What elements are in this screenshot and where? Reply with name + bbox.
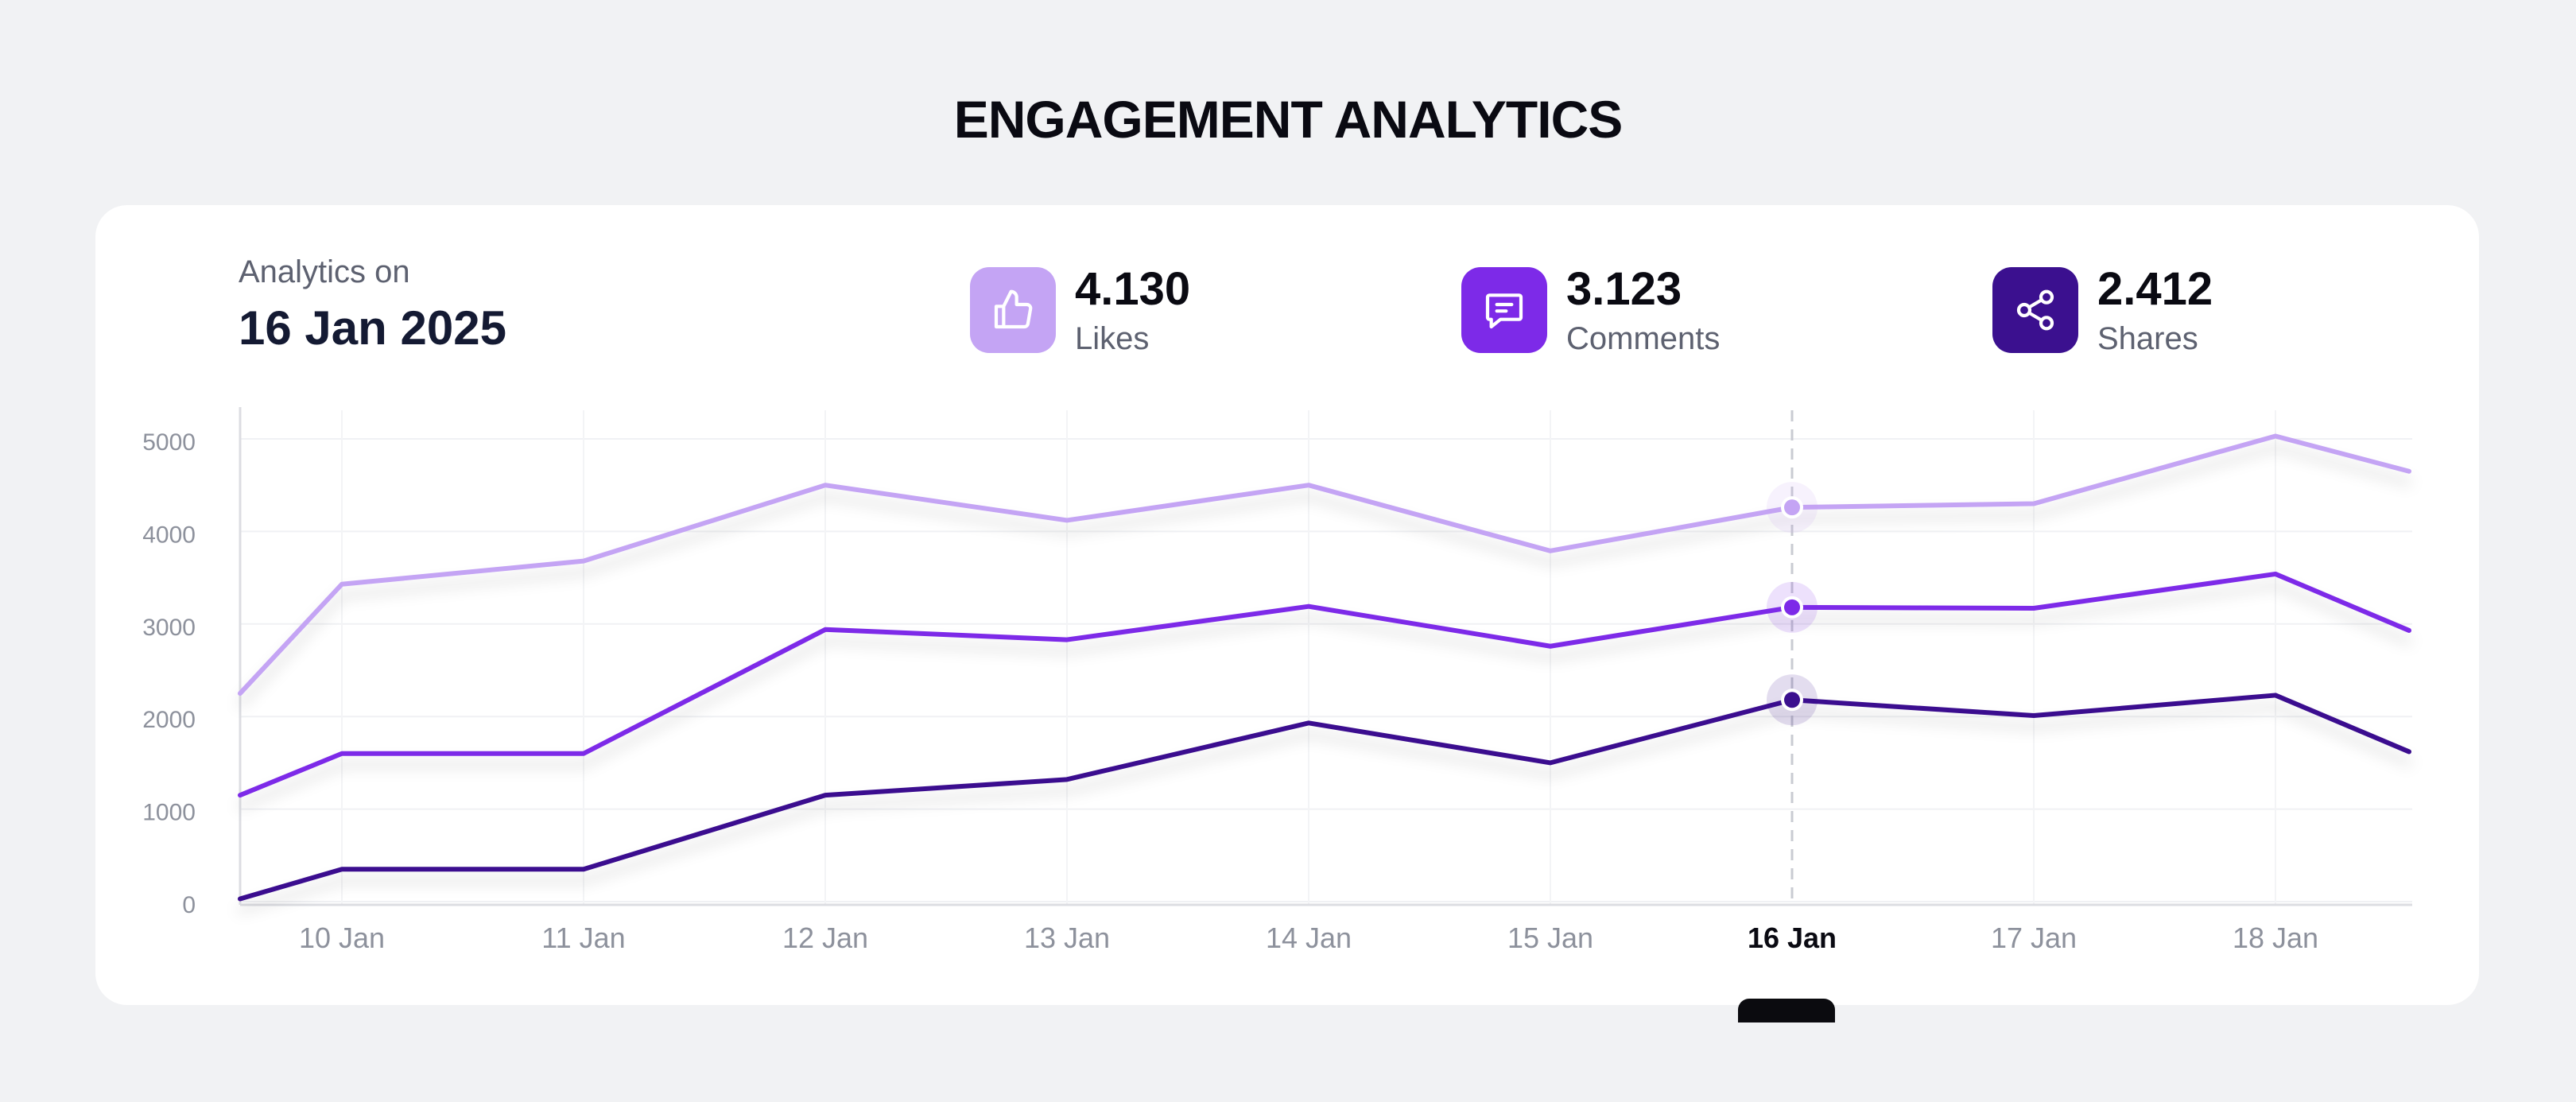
likes-value: 4.130	[1075, 263, 1191, 315]
x-tick-label: 13 Jan	[1024, 922, 1110, 954]
share-icon	[1992, 267, 2078, 353]
x-tick-label: 15 Jan	[1507, 922, 1593, 954]
x-tick-label: 18 Jan	[2233, 922, 2318, 954]
shares-label: Shares	[2097, 321, 2198, 356]
chart-grid	[239, 407, 2412, 906]
comment-icon	[1461, 267, 1547, 353]
x-tick-label: 11 Jan	[541, 922, 625, 954]
series-line-shares	[238, 693, 2411, 902]
tooltip-tab	[1738, 999, 1835, 1022]
likes-label: Likes	[1075, 321, 1150, 356]
analytics-card	[95, 205, 2479, 1005]
thumbs-up-icon	[970, 267, 1056, 353]
chart-series	[238, 433, 2411, 902]
series-line-comments	[238, 571, 2411, 798]
highlight-point-comments[interactable]	[1784, 599, 1800, 615]
y-tick-label: 5000	[142, 429, 196, 456]
x-tick-label: 17 Jan	[1991, 922, 2077, 954]
y-tick-label: 4000	[142, 522, 196, 548]
chart-markers	[1767, 482, 1818, 726]
shares-value: 2.412	[2097, 263, 2213, 315]
analytics-date: 16 Jan 2025	[239, 301, 506, 355]
page-title: ENGAGEMENT ANALYTICS	[953, 90, 1624, 149]
highlight-point-shares[interactable]	[1784, 692, 1800, 708]
y-tick-label: 3000	[142, 615, 196, 641]
y-tick-label: 0	[182, 892, 196, 918]
y-tick-label: 2000	[142, 707, 196, 733]
series-line-likes	[238, 433, 2411, 697]
x-tick-label: 16 Jan	[1748, 922, 1837, 954]
x-tick-label: 14 Jan	[1266, 922, 1352, 954]
chart-labels: 0 1000 2000 3000 4000 5000 10 Jan 11 Jan 12 Jan 1…	[142, 429, 2318, 954]
analytics-on-label: Analytics on	[239, 254, 410, 289]
comments-label: Comments	[1566, 321, 1721, 356]
x-tick-label: 10 Jan	[299, 922, 385, 954]
y-tick-label: 1000	[142, 800, 196, 826]
x-tick-label: 12 Jan	[782, 922, 868, 954]
highlight-point-likes[interactable]	[1784, 499, 1800, 516]
comments-value: 3.123	[1566, 263, 1682, 315]
